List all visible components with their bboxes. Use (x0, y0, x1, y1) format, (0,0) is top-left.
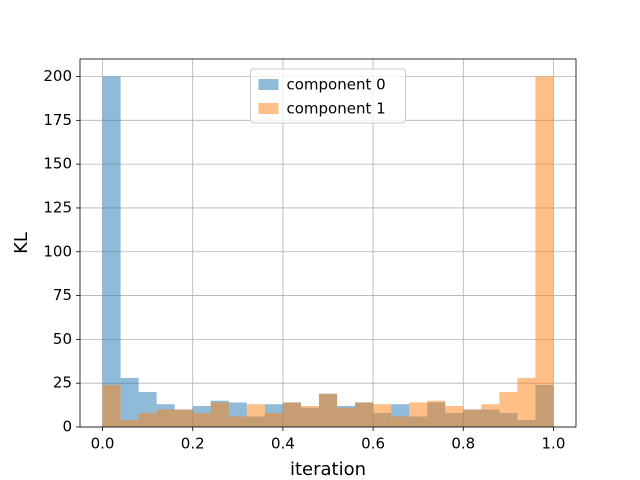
y-axis-label: KL (11, 232, 32, 254)
y-tick-label: 175 (43, 111, 72, 129)
histogram-bar (337, 407, 356, 427)
histogram-bar (391, 416, 410, 427)
histogram-bar (318, 393, 338, 427)
histogram-bar (174, 409, 193, 427)
y-tick-label: 100 (43, 242, 72, 260)
y-tick-label: 25 (53, 374, 72, 392)
histogram-bar (463, 409, 482, 427)
histogram-bar (192, 412, 211, 427)
histogram-bar (409, 402, 428, 427)
histogram-bar (120, 377, 139, 427)
histogram-bar (264, 412, 283, 427)
histogram-bar (517, 377, 536, 427)
y-tick-label: 125 (43, 198, 72, 216)
histogram-bar (535, 76, 554, 428)
legend-frame (250, 68, 406, 124)
legend-swatch (258, 103, 279, 114)
histogram-bar (228, 416, 247, 427)
x-tick-label: 0.0 (91, 435, 115, 453)
histogram-bar (427, 400, 446, 427)
x-tick-label: 0.6 (361, 435, 385, 453)
histogram-bar (499, 391, 518, 427)
plot-frame (79, 58, 577, 428)
y-tick-label: 75 (53, 286, 72, 304)
histogram-bar (210, 402, 229, 427)
x-tick-label: 0.2 (181, 435, 205, 453)
histogram-bar (120, 419, 139, 427)
histogram-bar (355, 402, 374, 427)
histogram-bar (102, 384, 121, 427)
histogram-bar (481, 404, 500, 427)
histogram-bar (138, 412, 157, 427)
y-tick-label: 200 (43, 67, 72, 85)
legend: component 0 component 1 (250, 68, 406, 124)
y-tick-label: 150 (43, 155, 72, 173)
histogram-bar (373, 404, 392, 427)
histogram-bar (156, 409, 175, 427)
legend-label: component 0 (287, 76, 386, 94)
x-tick-label: 0.4 (271, 435, 295, 453)
legend-swatch (258, 79, 279, 90)
histogram-bar (300, 405, 319, 427)
histogram-bar (246, 404, 265, 427)
x-tick-label: 1.0 (542, 435, 566, 453)
histogram-bar (282, 402, 301, 427)
y-tick-label: 50 (53, 330, 72, 348)
x-axis-label: iteration (290, 459, 366, 480)
y-tick-label: 0 (62, 418, 72, 436)
legend-label: component 1 (287, 100, 386, 118)
x-tick-label: 0.8 (451, 435, 475, 453)
histogram-bar (445, 405, 464, 427)
histogram-bar (102, 76, 121, 428)
